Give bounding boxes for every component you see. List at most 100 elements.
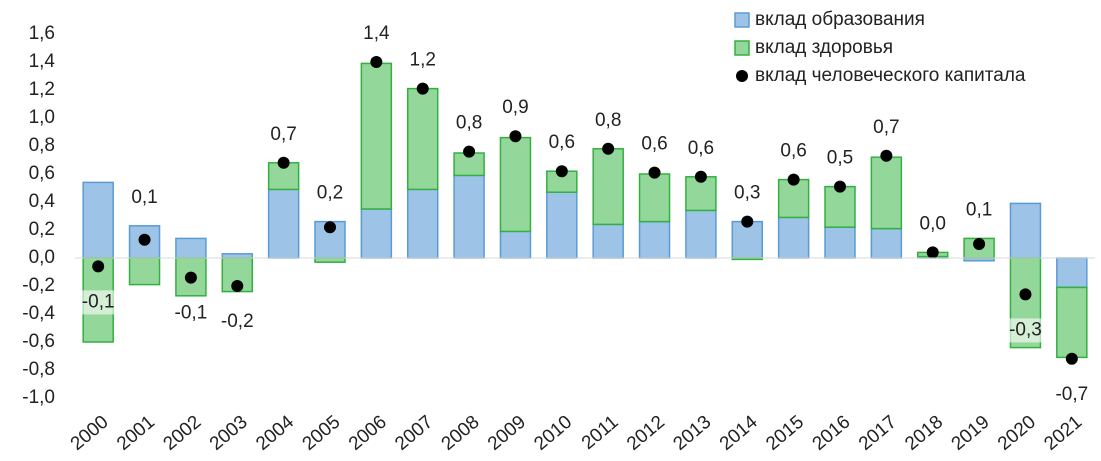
y-tick-label: -1,0 — [22, 387, 55, 408]
x-tick-label: 2005 — [299, 412, 345, 455]
legend-label: вклад здоровья — [755, 37, 893, 58]
x-tick-label: 2010 — [530, 412, 576, 455]
bar-segment — [638, 173, 671, 223]
dot — [370, 56, 383, 68]
label-bg — [727, 181, 768, 206]
data-label: -0,1 — [175, 303, 208, 324]
y-tick-label: 0,6 — [29, 163, 55, 184]
bar-segment — [638, 220, 671, 259]
dot — [184, 271, 197, 284]
dot — [324, 221, 336, 234]
data-label: 0,6 — [641, 134, 667, 155]
data-label: 0,0 — [920, 213, 946, 234]
legend-marker — [734, 40, 750, 56]
legend-label: вклад образования — [755, 9, 925, 30]
dot — [973, 238, 986, 250]
y-tick-label: -0,2 — [22, 275, 55, 296]
dot — [787, 173, 800, 186]
label-bg — [124, 185, 165, 210]
label-bg — [78, 290, 119, 315]
bar-segment — [1056, 286, 1088, 359]
data-label: 1,4 — [363, 23, 390, 44]
x-tick-label: 2021 — [1040, 412, 1086, 455]
x-tick-label: 2017 — [855, 412, 901, 455]
legend-label: вклад человеческого капитала — [755, 65, 1026, 86]
data-label: 0,2 — [317, 183, 343, 204]
x-tick-label: 2018 — [901, 412, 947, 455]
bar-segment — [406, 87, 439, 191]
y-tick-label: 0,4 — [29, 191, 56, 212]
bar-segment — [499, 136, 532, 233]
bar-segment — [1056, 257, 1088, 289]
x-tick-label: 2011 — [578, 412, 623, 454]
label-bg — [1005, 318, 1046, 343]
data-label: 0,9 — [502, 97, 528, 118]
x-tick-label: 2016 — [809, 412, 855, 455]
label-bg — [1051, 382, 1092, 407]
bar-segment — [824, 226, 856, 259]
label-bg — [495, 96, 536, 121]
x-tick-label: 2009 — [484, 412, 530, 455]
data-label: 0,6 — [780, 141, 806, 162]
data-label: -0,7 — [1055, 384, 1088, 405]
dot — [602, 142, 615, 155]
label-bg — [866, 115, 907, 140]
legend-marker — [734, 12, 750, 28]
label-bg — [588, 108, 629, 133]
dot — [1065, 352, 1078, 365]
bar-segment — [175, 237, 207, 259]
bar-segment — [731, 220, 764, 259]
y-tick-label: 1,2 — [29, 79, 55, 100]
x-tick-label: 2002 — [159, 412, 205, 455]
x-tick-label: 2014 — [716, 411, 762, 455]
data-label: 0,8 — [595, 110, 621, 131]
label-bg — [310, 181, 350, 206]
dot — [741, 215, 754, 228]
dot — [416, 82, 429, 95]
label-bg — [680, 136, 721, 161]
x-tick-label: 2006 — [345, 412, 391, 455]
label-bg — [449, 111, 490, 136]
label-bg — [820, 146, 860, 171]
dot — [277, 156, 290, 169]
x-tick-label: 2019 — [948, 412, 994, 455]
y-tick-label: 0,2 — [29, 219, 55, 240]
label-bg — [773, 139, 814, 164]
dot — [463, 145, 476, 158]
y-tick-label: -0,8 — [22, 359, 55, 380]
dot — [92, 260, 105, 273]
x-tick-label: 2013 — [669, 412, 715, 455]
y-tick-label: 1,0 — [29, 107, 55, 128]
label-bg — [217, 310, 258, 334]
data-label: 0,3 — [734, 183, 760, 204]
data-label: 0,7 — [270, 124, 296, 145]
dot — [834, 180, 846, 193]
label-bg — [263, 122, 304, 147]
dot — [648, 166, 661, 179]
x-tick-label: 2000 — [67, 412, 113, 455]
x-tick-label: 2004 — [252, 411, 298, 455]
data-label: 0,1 — [131, 187, 157, 208]
x-tick-label: 2020 — [994, 412, 1040, 455]
bar-segment — [777, 216, 810, 259]
bar-segment — [453, 174, 485, 259]
y-tick-label: 0,0 — [29, 247, 55, 268]
bar-segment — [870, 227, 903, 259]
bar-segment — [546, 191, 578, 259]
label-bg — [634, 132, 675, 157]
x-tick-label: 2008 — [438, 412, 484, 455]
bar-segment — [267, 188, 300, 259]
x-tick-label: 2007 — [391, 412, 437, 455]
x-tick-label: 2015 — [762, 412, 808, 455]
bar-segment — [1009, 202, 1042, 259]
dot — [1019, 288, 1032, 301]
bar-segment — [360, 208, 393, 259]
label-bg — [541, 131, 582, 156]
bar-segment — [592, 148, 624, 226]
label-bg — [912, 212, 953, 237]
bar-segment — [82, 181, 114, 259]
dot — [231, 280, 244, 292]
bar-segment — [128, 257, 161, 286]
data-label: 0,1 — [966, 199, 992, 220]
